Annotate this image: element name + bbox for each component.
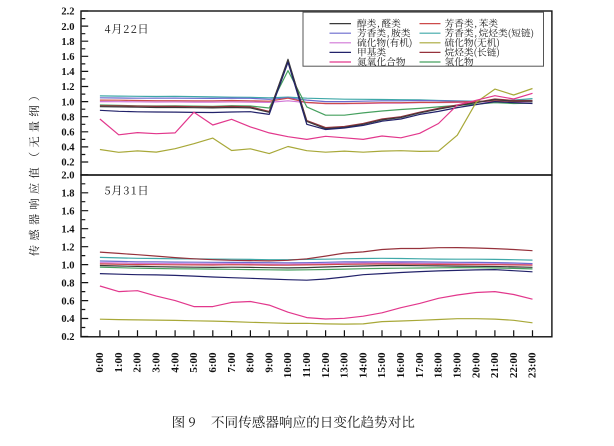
- svg-text:1.4: 1.4: [61, 67, 75, 78]
- svg-text:0.4: 0.4: [61, 314, 75, 325]
- svg-text:13:00: 13:00: [339, 352, 351, 378]
- svg-text:11:00: 11:00: [301, 352, 313, 378]
- svg-text:15:00: 15:00: [376, 352, 388, 378]
- svg-text:2.0: 2.0: [61, 22, 74, 33]
- svg-text:20:00: 20:00: [470, 352, 482, 378]
- svg-text:2:00: 2:00: [132, 352, 144, 373]
- svg-text:1.6: 1.6: [61, 206, 74, 217]
- svg-text:16:00: 16:00: [395, 352, 407, 378]
- svg-text:10:00: 10:00: [282, 352, 294, 378]
- svg-text:23:00: 23:00: [527, 352, 539, 378]
- svg-text:1.8: 1.8: [61, 189, 74, 200]
- svg-text:1.0: 1.0: [61, 260, 74, 271]
- svg-text:1.2: 1.2: [61, 82, 74, 93]
- svg-text:22:00: 22:00: [508, 352, 520, 378]
- svg-text:0.8: 0.8: [61, 278, 74, 289]
- svg-text:0:00: 0:00: [94, 352, 106, 373]
- svg-text:5:00: 5:00: [188, 352, 200, 373]
- svg-text:1.8: 1.8: [61, 37, 74, 48]
- svg-text:1.2: 1.2: [61, 242, 74, 253]
- svg-text:0.6: 0.6: [61, 296, 74, 307]
- svg-text:0.2: 0.2: [61, 332, 74, 343]
- svg-text:4:00: 4:00: [169, 352, 181, 373]
- svg-text:1.0: 1.0: [61, 97, 74, 108]
- svg-text:3:00: 3:00: [151, 352, 163, 373]
- svg-text:8:00: 8:00: [245, 352, 257, 373]
- svg-text:0.8: 0.8: [61, 112, 74, 123]
- svg-text:9:00: 9:00: [263, 352, 275, 373]
- svg-text:12:00: 12:00: [320, 352, 332, 378]
- svg-text:6:00: 6:00: [207, 352, 219, 373]
- svg-text:0.4: 0.4: [61, 143, 75, 154]
- svg-text:2.2: 2.2: [61, 7, 74, 18]
- svg-text:18:00: 18:00: [433, 352, 445, 378]
- svg-text:19:00: 19:00: [452, 352, 464, 378]
- svg-text:7:00: 7:00: [226, 352, 238, 373]
- svg-text:0.6: 0.6: [61, 128, 74, 139]
- svg-text:1.4: 1.4: [61, 224, 75, 235]
- svg-text:1:00: 1:00: [113, 352, 125, 373]
- svg-text:17:00: 17:00: [414, 352, 426, 378]
- svg-text:0.2: 0.2: [61, 158, 74, 169]
- svg-text:2.0: 2.0: [61, 171, 74, 182]
- svg-text:1.6: 1.6: [61, 52, 74, 63]
- svg-text:21:00: 21:00: [489, 352, 501, 378]
- svg-text:14:00: 14:00: [357, 352, 369, 378]
